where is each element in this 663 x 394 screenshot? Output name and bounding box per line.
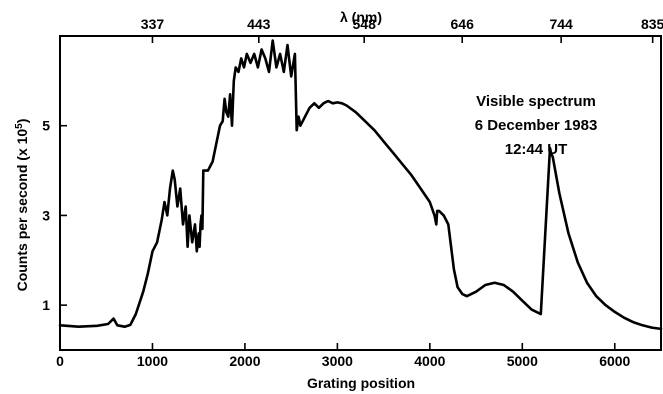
x-tick-label: 6000 xyxy=(599,353,630,369)
x-axis-label: Grating position xyxy=(307,375,415,391)
top-tick-label: 443 xyxy=(247,16,271,32)
y-tick-label: 1 xyxy=(42,297,50,313)
top-axis-label: λ (nm) xyxy=(340,9,382,25)
annotation-line-3: 12:44 UT xyxy=(505,141,568,158)
x-tick-label: 2000 xyxy=(229,353,260,369)
x-tick-label: 4000 xyxy=(414,353,445,369)
y-axis-label-main: Counts per second (x 10 xyxy=(14,129,30,292)
top-tick-label: 548 xyxy=(353,16,377,32)
y-tick-label: 3 xyxy=(42,207,50,223)
top-tick-label: 646 xyxy=(451,16,475,32)
y-axis-label-close: ) xyxy=(14,119,30,124)
x-tick-label: 5000 xyxy=(507,353,538,369)
marks xyxy=(58,39,663,331)
x-tick-label: 0 xyxy=(56,353,64,369)
y-axis-label: Counts per second (x 105) xyxy=(14,119,30,292)
y-axis-label-exponent: 5 xyxy=(14,123,25,129)
top-tick-label: 744 xyxy=(549,16,573,32)
top-tick-label: 337 xyxy=(141,16,165,32)
x-tick-label: 1000 xyxy=(137,353,168,369)
axes: 0 1000 2000 3000 4000 5000 6000 1 3 5 337 443 548 646… xyxy=(42,16,663,369)
spectrum-line xyxy=(58,39,663,331)
plot-frame xyxy=(59,35,662,351)
annotation-line-1: Visible spectrum xyxy=(476,93,596,110)
top-tick-label: 835 xyxy=(641,16,663,32)
x-tick-label: 3000 xyxy=(322,353,353,369)
annotation-line-2: 6 December 1983 xyxy=(475,117,598,134)
y-tick-label: 5 xyxy=(42,118,50,134)
